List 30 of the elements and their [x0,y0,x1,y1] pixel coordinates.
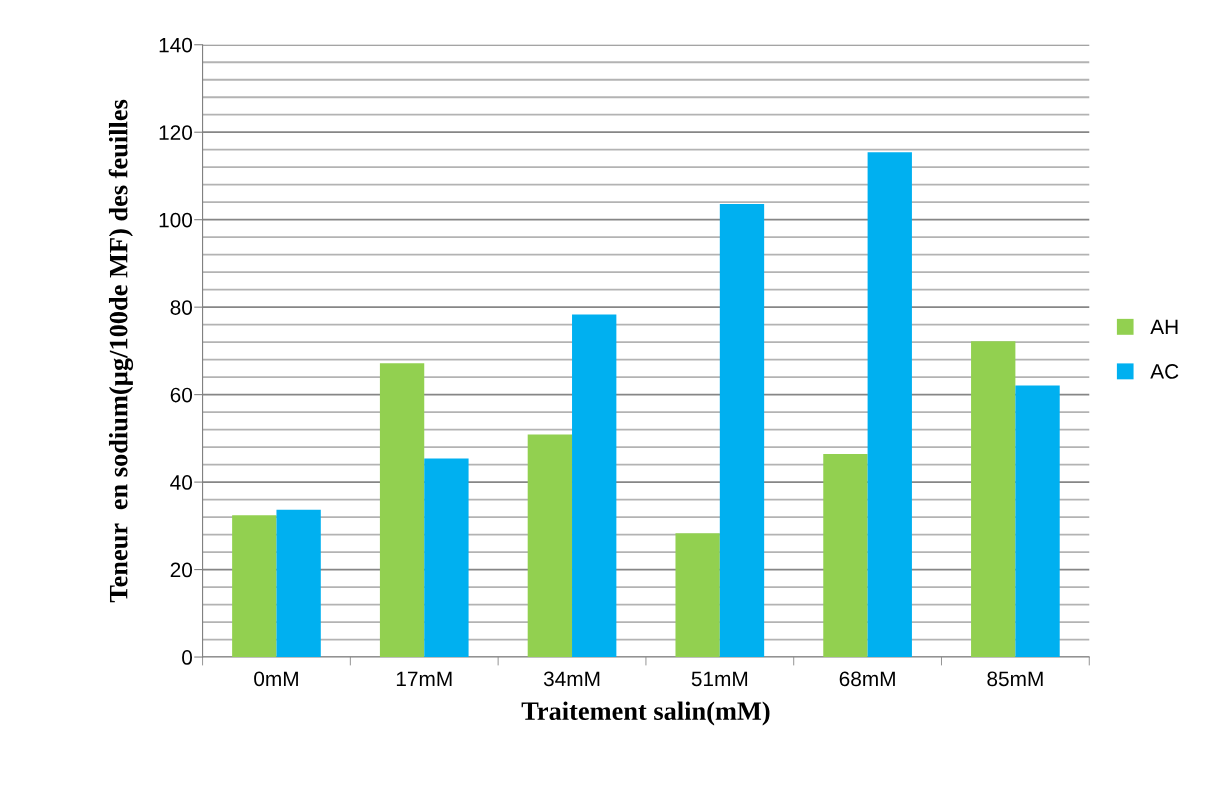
legend-label: AC [1150,364,1179,379]
x-tick-label: 34mM [543,671,600,687]
y-tick-label: 20 [170,562,193,578]
bar [276,509,321,658]
x-tick-label: 51mM [691,671,748,687]
y-tick-label: 40 [170,475,193,490]
x-axis-title: Traitement salin(mM) [521,701,770,726]
bar [424,458,469,658]
x-tick-label: 85mM [987,671,1043,687]
y-tick-label: 0 [182,650,193,665]
y-tick-label: 60 [170,387,193,403]
bar [527,434,573,658]
bar [867,152,912,658]
bar [971,341,1016,658]
x-tick-label: 17mM [396,671,452,687]
bar [572,314,617,658]
bar [719,203,765,658]
y-tick-label: 80 [170,300,193,315]
x-tick-label: 68mM [839,671,895,687]
bar [675,533,720,658]
bar [379,363,425,658]
y-tick-label: 120 [159,125,193,140]
x-tick-label: 0mM [254,671,298,687]
bar [823,454,868,658]
bar [232,515,277,658]
bar [1015,385,1060,658]
y-tick-label: 140 [159,37,193,53]
y-tick-label: 100 [159,212,193,228]
y-axis-title: Teneur en sodium(µg/100de MF) des feuilles [108,99,134,603]
legend-label: AH [1150,319,1178,335]
